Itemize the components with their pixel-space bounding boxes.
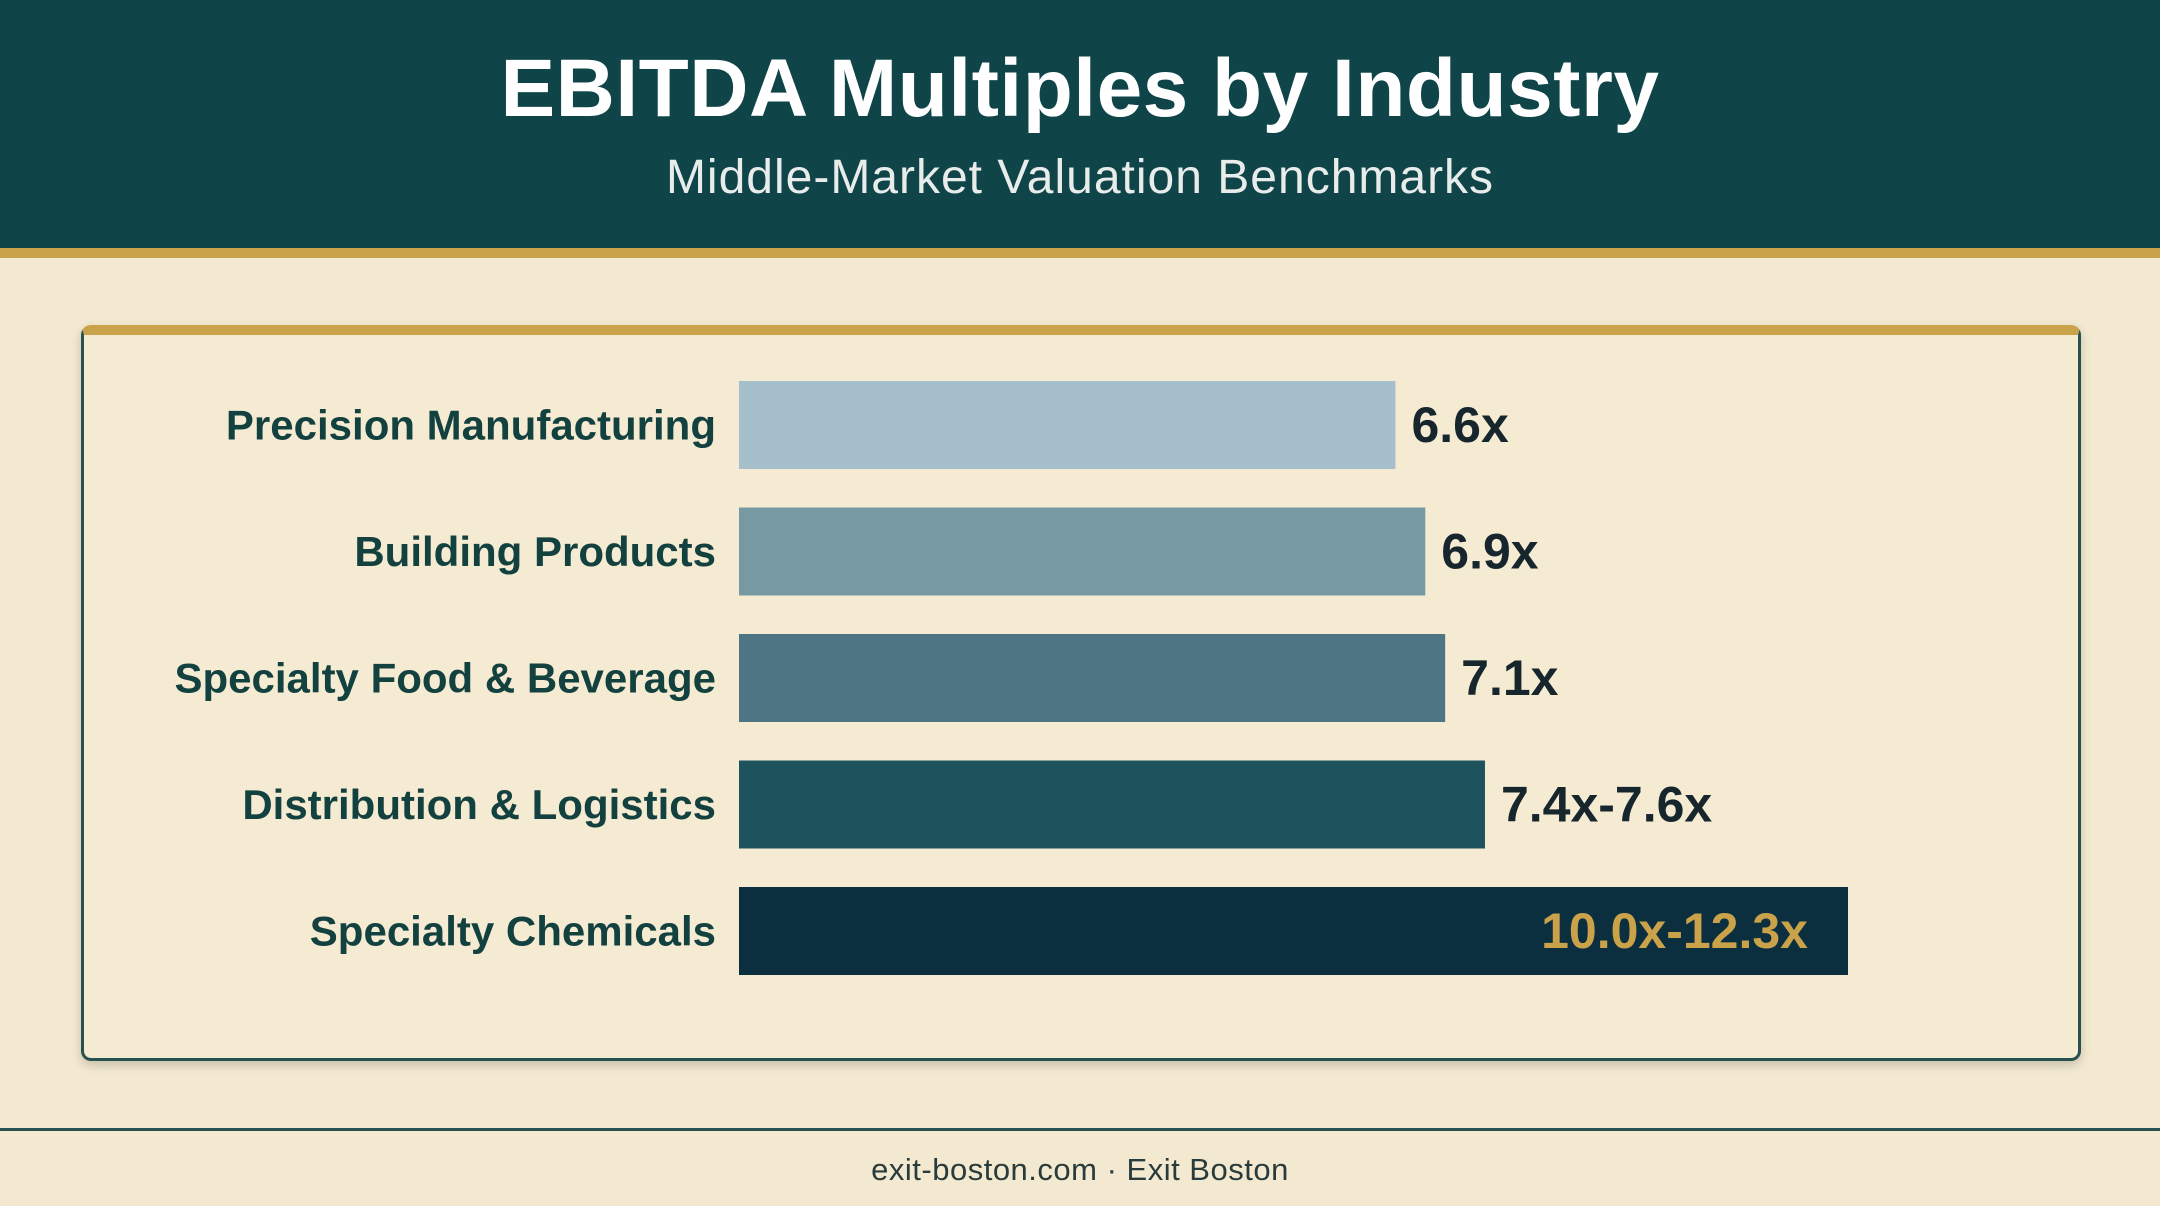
bar <box>739 381 1396 469</box>
header-banner: EBITDA Multiples by Industry Middle-Mark… <box>0 0 2160 258</box>
bar <box>739 507 1426 596</box>
category-label: Building Products <box>354 528 716 575</box>
value-label: 7.4x-7.6x <box>1501 777 1712 833</box>
page-subtitle: Middle-Market Valuation Benchmarks <box>665 151 1495 204</box>
value-label: 6.9x <box>1441 524 1539 580</box>
chart-card: Precision Manufacturing 6.6x Building Prod… <box>81 325 2081 1061</box>
value-label: 7.1x <box>1461 650 1559 706</box>
category-label: Specialty Food & Beverage <box>174 655 716 702</box>
bar <box>739 634 1446 722</box>
value-label: 10.0x-12.3x <box>1541 903 1808 959</box>
value-label: 6.6x <box>1411 397 1509 453</box>
footer-divider <box>0 1128 2160 1131</box>
category-label: Precision Manufacturing <box>226 402 716 449</box>
bar-chart: Precision Manufacturing 6.6x Building Prod… <box>174 381 1848 975</box>
bar <box>739 760 1485 849</box>
bar <box>739 887 1848 975</box>
footer-credit: exit-boston.com · Exit Boston <box>871 1152 1289 1187</box>
category-label: Distribution & Logistics <box>242 781 716 828</box>
page-title: EBITDA Multiples by Industry <box>500 43 1660 134</box>
category-label: Specialty Chemicals <box>310 908 716 955</box>
